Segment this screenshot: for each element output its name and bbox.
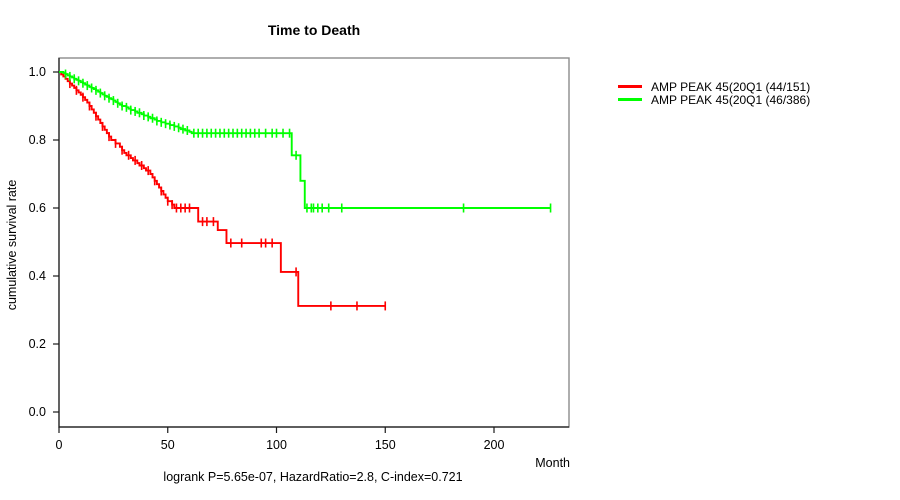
censor-marks-1 [64,69,552,213]
legend-line-green-icon [618,98,642,101]
survival-curve-1 [59,71,551,209]
chart-title: Time to Death [268,22,360,38]
y-tick-label: 0.8 [29,133,46,147]
x-tick-label: 0 [56,438,63,452]
survival-curves [59,69,552,311]
y-tick-label: 0.0 [29,405,46,419]
y-axis-label: cumulative survival rate [5,180,19,311]
legend-label-group2: AMP PEAK 45(20Q1 (46/386) [651,92,811,107]
x-axis-label: Month [535,456,570,470]
legend: AMP PEAK 45(20Q1 (44/151) AMP PEAK 45(20… [618,79,811,107]
legend-label-group1: AMP PEAK 45(20Q1 (44/151) [651,79,811,94]
axis-ticks: 0 50 100 150 200 0.0 0.2 0.4 0.6 0.8 1.0 [29,65,505,452]
stats-annotation: logrank P=5.65e-07, HazardRatio=2.8, C-i… [163,470,462,484]
x-tick-label: 150 [375,438,396,452]
legend-item-group1: AMP PEAK 45(20Q1 (44/151) [618,79,811,94]
y-tick-label: 1.0 [29,65,46,79]
survival-curve-0 [59,71,386,307]
legend-item-group2: AMP PEAK 45(20Q1 (46/386) [618,92,811,107]
x-tick-label: 50 [161,438,175,452]
x-tick-label: 100 [266,438,287,452]
x-tick-label: 200 [484,438,505,452]
y-tick-label: 0.6 [29,201,46,215]
censor-marks-0 [69,79,387,311]
legend-line-red-icon [618,85,642,88]
y-tick-label: 0.4 [29,269,46,283]
y-tick-label: 0.2 [29,337,46,351]
